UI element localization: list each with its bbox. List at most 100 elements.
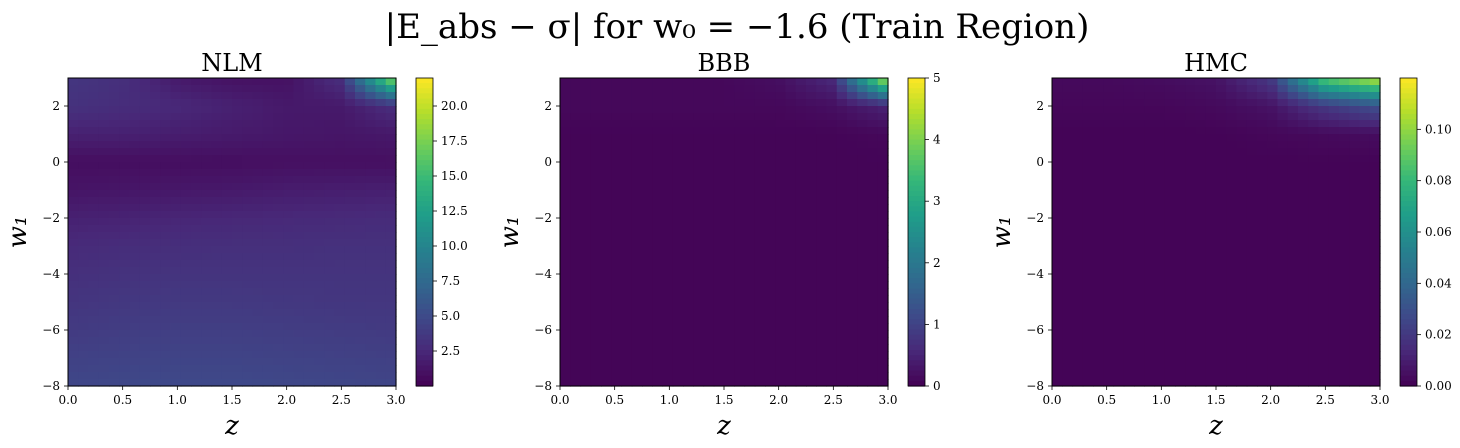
heatmap-cell bbox=[570, 211, 582, 219]
heatmap-cell bbox=[303, 309, 315, 317]
heatmap-cell bbox=[590, 323, 602, 331]
heatmap-cell bbox=[365, 183, 377, 191]
heatmap-cell bbox=[78, 218, 90, 226]
heatmap-cell bbox=[693, 281, 705, 289]
heatmap-cell bbox=[652, 344, 664, 352]
heatmap-cell bbox=[1216, 309, 1227, 317]
heatmap-cell bbox=[98, 351, 110, 359]
heatmap-cell bbox=[1093, 302, 1104, 310]
heatmap-cell bbox=[734, 99, 746, 107]
heatmap-cell bbox=[1082, 155, 1094, 163]
heatmap-cell bbox=[785, 365, 797, 373]
colorbar-segment bbox=[1400, 370, 1417, 377]
heatmap-cell bbox=[652, 78, 664, 86]
heatmap-cell bbox=[1287, 141, 1299, 149]
heatmap-cell bbox=[1246, 225, 1258, 233]
heatmap-cell bbox=[98, 330, 110, 338]
heatmap-cell bbox=[211, 253, 223, 261]
heatmap-cell bbox=[836, 113, 848, 121]
colorbar-segment bbox=[416, 365, 433, 372]
heatmap-cell bbox=[1082, 239, 1094, 247]
heatmap-cell bbox=[1052, 176, 1063, 184]
heatmap-cell bbox=[88, 197, 100, 205]
heatmap-cell bbox=[1308, 141, 1320, 149]
colorbar-segment bbox=[908, 329, 925, 336]
colorbar-segment bbox=[1400, 252, 1417, 259]
heatmap-cell bbox=[232, 372, 243, 380]
heatmap-cell bbox=[1328, 183, 1340, 191]
heatmap-cell bbox=[262, 176, 274, 184]
heatmap-cell bbox=[1185, 169, 1197, 177]
heatmap-cell bbox=[1277, 148, 1289, 156]
heatmap-cell bbox=[744, 344, 756, 352]
heatmap-cell bbox=[734, 176, 746, 184]
heatmap-cell bbox=[1195, 183, 1207, 191]
heatmap-cell bbox=[1339, 281, 1350, 289]
heatmap-cell bbox=[1267, 99, 1279, 107]
heatmap-cell bbox=[1195, 302, 1207, 310]
heatmap-cell bbox=[180, 260, 192, 268]
heatmap-cell bbox=[693, 330, 705, 338]
colorbar-segment bbox=[908, 257, 925, 264]
heatmap-cell bbox=[119, 204, 131, 212]
heatmap-cell bbox=[642, 183, 653, 191]
heatmap-cell bbox=[867, 162, 879, 170]
colorbar-segment bbox=[1400, 293, 1417, 300]
heatmap-cell bbox=[611, 232, 623, 240]
heatmap-cell bbox=[221, 239, 233, 247]
heatmap-cell bbox=[1287, 211, 1299, 219]
heatmap-cell bbox=[611, 337, 623, 345]
heatmap-cell bbox=[1103, 134, 1115, 142]
heatmap-cell bbox=[754, 351, 766, 359]
heatmap-cell bbox=[375, 106, 387, 114]
heatmap-cell bbox=[795, 99, 807, 107]
heatmap-cell bbox=[303, 330, 315, 338]
heatmap-cell bbox=[1052, 127, 1063, 135]
heatmap-cell bbox=[672, 106, 684, 114]
heatmap-cell bbox=[119, 190, 131, 198]
heatmap-cell bbox=[1144, 211, 1156, 219]
y-axis-label: w₁ bbox=[495, 216, 525, 249]
heatmap-cell bbox=[1164, 204, 1176, 212]
heatmap-cell bbox=[1318, 365, 1330, 373]
heatmap-cell bbox=[1062, 260, 1074, 268]
heatmap-cell bbox=[826, 78, 838, 86]
heatmap-cell bbox=[1308, 281, 1320, 289]
heatmap-cell bbox=[1195, 295, 1207, 303]
heatmap-cell bbox=[1369, 141, 1381, 149]
heatmap-cell bbox=[631, 232, 643, 240]
heatmap-cell bbox=[806, 155, 817, 163]
heatmap-cell bbox=[744, 106, 756, 114]
heatmap-cell bbox=[1318, 134, 1330, 142]
heatmap-cell bbox=[847, 323, 858, 331]
colorbar-segment bbox=[1400, 149, 1417, 156]
colorbar-segment bbox=[416, 283, 433, 290]
heatmap-cell bbox=[385, 316, 397, 324]
heatmap-cell bbox=[1082, 274, 1094, 282]
heatmap-cell bbox=[221, 211, 233, 219]
heatmap-cell bbox=[570, 358, 582, 366]
heatmap-cell bbox=[1246, 113, 1258, 121]
colorbar-segment bbox=[908, 93, 925, 100]
heatmap-cell bbox=[775, 134, 787, 142]
heatmap-cell bbox=[78, 351, 90, 359]
heatmap-cell bbox=[232, 78, 243, 86]
heatmap-cell bbox=[1113, 337, 1125, 345]
heatmap-cell bbox=[847, 162, 858, 170]
heatmap-cell bbox=[201, 162, 213, 170]
heatmap-cell bbox=[1267, 218, 1279, 226]
heatmap-cell bbox=[806, 330, 817, 338]
heatmap-cell bbox=[355, 351, 366, 359]
heatmap-cell bbox=[1277, 337, 1289, 345]
heatmap-cell bbox=[1226, 274, 1238, 282]
heatmap-cell bbox=[283, 232, 295, 240]
heatmap-cell bbox=[242, 204, 254, 212]
heatmap-cell bbox=[693, 232, 705, 240]
heatmap-cell bbox=[365, 197, 377, 205]
heatmap-cell bbox=[713, 218, 725, 226]
heatmap-cell bbox=[334, 127, 346, 135]
heatmap-cell bbox=[293, 148, 305, 156]
heatmap-cell bbox=[857, 302, 869, 310]
heatmap-cell bbox=[119, 379, 131, 387]
heatmap-cell bbox=[713, 330, 725, 338]
